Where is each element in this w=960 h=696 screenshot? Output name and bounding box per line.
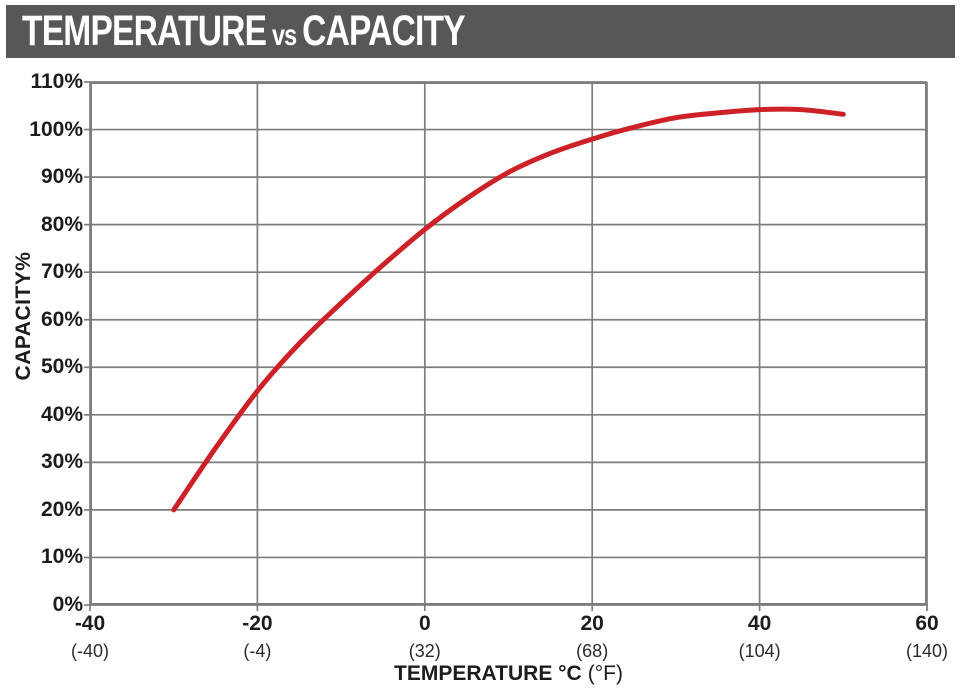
x-tick-label-celsius: 40	[747, 612, 772, 635]
y-axis-title: CAPACITY%	[12, 251, 35, 381]
y-tick-label: 10%	[40, 545, 83, 569]
x-axis-tick-labels: -40 (-40) -20 (-4) 0 (32) 20 (68) 40 (104) 60 (140)	[71, 605, 948, 675]
y-tick-label: 20%	[40, 497, 83, 521]
x-tick: 60 (140)	[872, 605, 960, 662]
y-tick-label: 110%	[30, 70, 83, 93]
plot-area	[84, 81, 928, 611]
x-tick: 40 (104)	[705, 605, 815, 662]
plot-border	[90, 82, 927, 605]
x-tick-label-fahrenheit: (-40)	[70, 641, 109, 661]
x-tick: 0 (32)	[370, 605, 480, 662]
x-tick-label-celsius: 20	[580, 612, 604, 635]
x-axis-title: TEMPERATURE °C (°F)	[90, 662, 927, 686]
x-tick-label-fahrenheit: (104)	[738, 641, 781, 661]
y-tick-label: 90%	[40, 165, 83, 189]
x-axis-title-celsius: TEMPERATURE °C	[394, 662, 582, 685]
x-tick-label-celsius: -20	[242, 612, 273, 635]
y-tick-label: 60%	[40, 307, 83, 331]
y-tick-label: 40%	[40, 402, 83, 426]
x-tick-label-fahrenheit: (32)	[408, 641, 441, 661]
page-title: TEMPERATURE vs CAPACITY	[22, 7, 466, 56]
capacity-curve	[171, 106, 846, 513]
x-tick: -40 (-40)	[35, 605, 145, 662]
y-tick-label: 100%	[29, 117, 83, 141]
x-tick-label-fahrenheit: (140)	[905, 641, 949, 661]
header-bar: TEMPERATURE vs CAPACITY	[6, 5, 955, 58]
y-axis-tick-labels: 0% 10% 20% 30% 40% 50% 60% 70% 80% 90% 100% 110%	[0, 71, 83, 616]
y-tick-label: 0%	[52, 593, 83, 616]
x-tick: -20 (-4)	[202, 605, 312, 662]
x-tick-label-celsius: 0	[418, 612, 431, 635]
title-word-vs: vs	[271, 19, 297, 52]
y-tick-label: 80%	[40, 212, 83, 236]
title-word-temperature: TEMPERATURE	[22, 7, 267, 55]
x-tick-label-celsius: 60	[915, 612, 939, 635]
x-tick: 20 (68)	[537, 605, 647, 662]
title-word-capacity: CAPACITY	[302, 7, 465, 55]
y-tick-label: 30%	[40, 450, 83, 474]
y-tick-label: 70%	[40, 260, 83, 284]
x-tick-label-celsius: -40	[74, 612, 106, 635]
y-tick-label: 50%	[40, 355, 83, 379]
x-tick-label-fahrenheit: (68)	[576, 641, 609, 661]
plot-svg	[84, 81, 928, 611]
x-axis-title-fahrenheit: (°F)	[587, 662, 623, 685]
x-tick-label-fahrenheit: (-4)	[243, 641, 272, 661]
